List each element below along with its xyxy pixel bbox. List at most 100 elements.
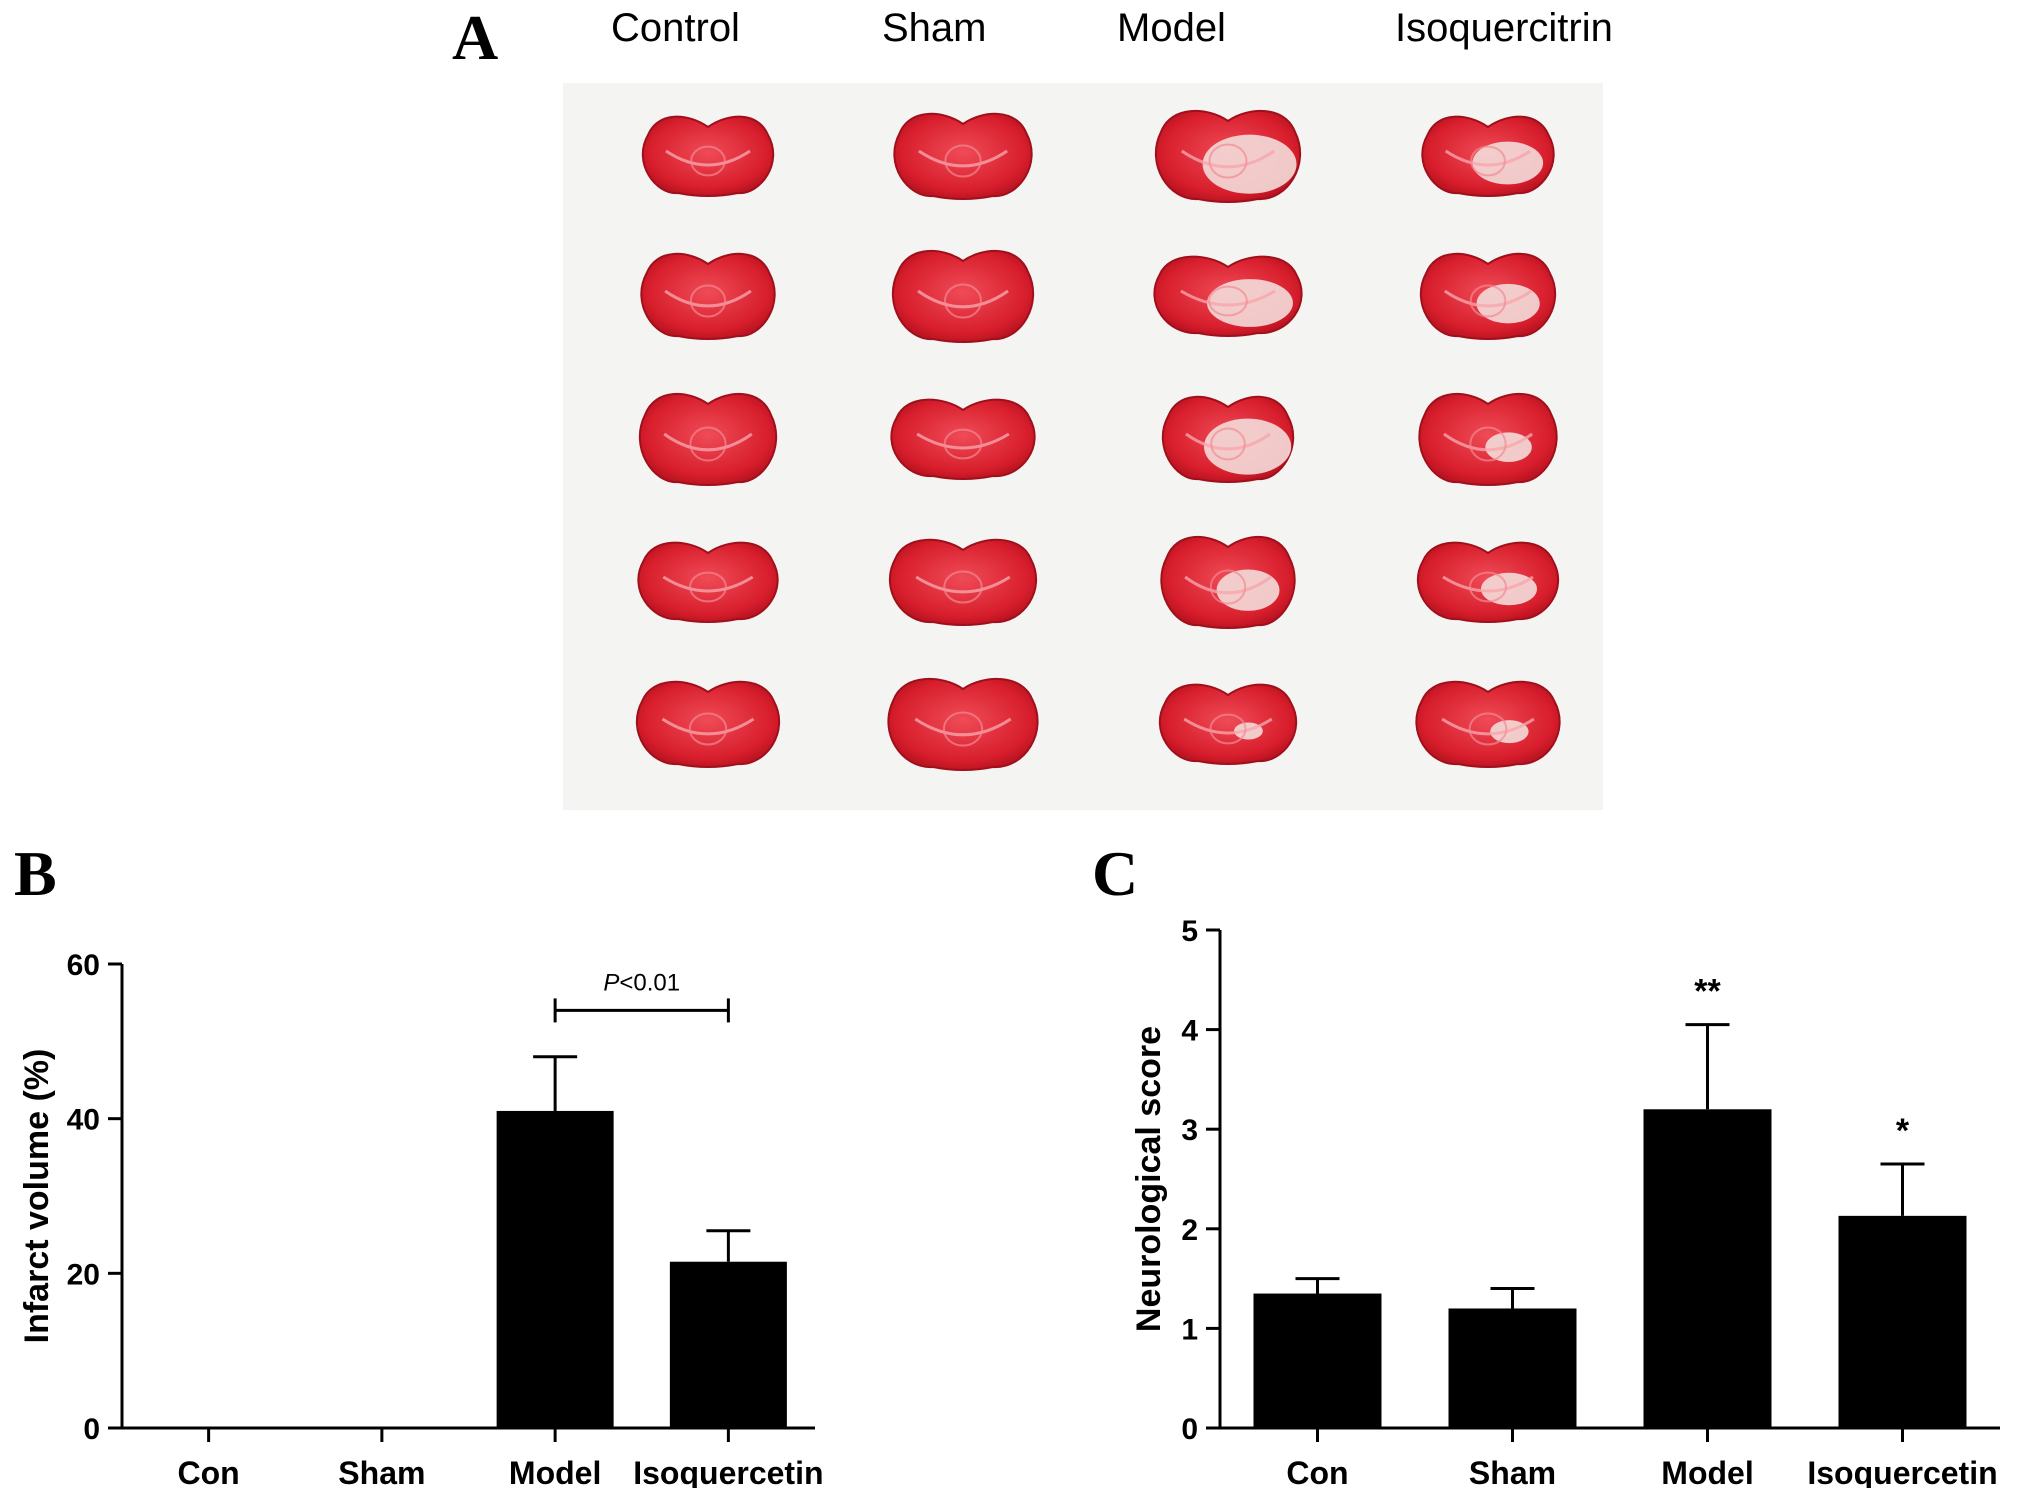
ventricle	[942, 711, 984, 747]
brain-slice-tissue	[641, 115, 775, 197]
corpus-callosum	[1183, 717, 1273, 735]
x-tick-label: Model	[509, 1455, 601, 1488]
brain-slice	[1416, 541, 1560, 623]
corpus-callosum	[1442, 575, 1534, 593]
group-label-model: Model	[1117, 6, 1226, 50]
brain-slice-tissue	[1158, 683, 1298, 765]
x-tick-label: Con	[178, 1455, 240, 1488]
brain-slice	[1418, 393, 1558, 486]
ventricle	[1470, 145, 1506, 177]
brain-slice-tissue	[1415, 680, 1561, 768]
group-label-control: Control	[611, 6, 740, 50]
bar	[669, 1261, 787, 1428]
ventricle	[690, 145, 726, 177]
brain-slice-tissue	[890, 398, 1036, 480]
ventricle	[1209, 713, 1247, 745]
brain-slice-tissue	[887, 678, 1039, 771]
brain-slice	[1161, 395, 1295, 483]
brain-slice	[1158, 683, 1298, 765]
ventricle	[1210, 427, 1246, 461]
ventricle	[1469, 426, 1507, 462]
brain-slice	[889, 538, 1037, 626]
panel-c-letter: C	[1092, 838, 1139, 909]
brain-slice	[1160, 536, 1296, 629]
x-tick-label: Isoquercetin	[1807, 1455, 1997, 1488]
brain-slice-tissue	[639, 393, 777, 486]
y-tick-label: 20	[67, 1258, 100, 1291]
bar	[1838, 1215, 1967, 1428]
ventricle	[689, 571, 727, 603]
brain-slice-tissue	[640, 252, 776, 340]
corpus-callosum	[1443, 289, 1533, 308]
ventricle	[943, 428, 983, 460]
bar	[496, 1110, 614, 1428]
brain-slice	[641, 115, 775, 197]
corpus-callosum	[1444, 149, 1532, 167]
bar	[1253, 1293, 1382, 1428]
x-tick-label: Sham	[338, 1455, 425, 1488]
corpus-callosum	[664, 289, 752, 308]
ventricle	[1469, 284, 1507, 318]
ventricle	[689, 426, 727, 462]
brain-slice-tissue	[893, 112, 1033, 200]
group-label-sham: Sham	[882, 6, 987, 50]
brain-slice-tissue	[636, 680, 780, 768]
ventricle	[1209, 569, 1247, 605]
corpus-callosum	[917, 289, 1009, 309]
ventricle	[688, 712, 728, 746]
y-tick-label: 2	[1181, 1214, 1198, 1247]
corpus-callosum	[665, 149, 751, 167]
corpus-callosum	[1443, 432, 1533, 452]
corpus-callosum	[1180, 289, 1276, 307]
brain-slice	[1421, 115, 1555, 197]
brain-slice-tissue	[892, 250, 1034, 343]
ventricle	[944, 283, 982, 319]
ventricle	[943, 570, 983, 604]
y-tick-label: 40	[67, 1104, 100, 1137]
ventricle	[1468, 712, 1508, 746]
bar	[1448, 1308, 1577, 1428]
bar	[1643, 1109, 1772, 1428]
y-axis-label: Infarct volume (%)	[18, 1049, 56, 1344]
significance-marker: **	[1694, 973, 1721, 1011]
ventricle	[689, 284, 727, 318]
brain-slice	[890, 398, 1036, 480]
corpus-callosum	[1441, 717, 1535, 736]
brain-slices-photo	[563, 83, 1603, 810]
significance-marker: *	[1896, 1112, 1910, 1150]
p-value-label: P<0.01	[603, 969, 680, 996]
corpus-callosum	[662, 575, 754, 593]
corpus-callosum	[663, 432, 753, 452]
y-tick-label: 0	[83, 1413, 100, 1446]
brain-slice	[893, 112, 1033, 200]
ventricle	[1469, 571, 1507, 603]
ventricle	[944, 144, 982, 178]
y-tick-label: 4	[1181, 1015, 1198, 1048]
x-tick-label: Model	[1661, 1455, 1753, 1488]
corpus-callosum	[661, 717, 755, 736]
brain-slice	[892, 250, 1034, 343]
x-tick-label: Isoquercetin	[633, 1455, 823, 1488]
brain-slice-tissue	[889, 538, 1037, 626]
brain-slice	[1155, 110, 1301, 203]
panel-a-letter: A	[452, 2, 499, 73]
y-tick-label: 0	[1181, 1413, 1198, 1446]
corpus-callosum	[914, 717, 1012, 737]
corpus-callosum	[1184, 575, 1272, 595]
brain-slice	[640, 252, 776, 340]
brain-slice	[639, 393, 777, 486]
brain-slice-tissue	[1418, 393, 1558, 486]
x-tick-label: Sham	[1469, 1455, 1556, 1488]
corpus-callosum	[916, 432, 1010, 450]
group-label-isoquercitrin: Isoquercitrin	[1395, 6, 1613, 50]
y-tick-label: 5	[1181, 915, 1198, 948]
y-axis-label: Neurological score	[1130, 1026, 1168, 1332]
brain-slice	[887, 678, 1039, 771]
ventricle	[1208, 143, 1248, 179]
brain-slice-tissue	[637, 541, 779, 623]
x-tick-label: Con	[1286, 1455, 1348, 1488]
brain-slice	[637, 541, 779, 623]
panel-b-letter: B	[14, 838, 57, 909]
